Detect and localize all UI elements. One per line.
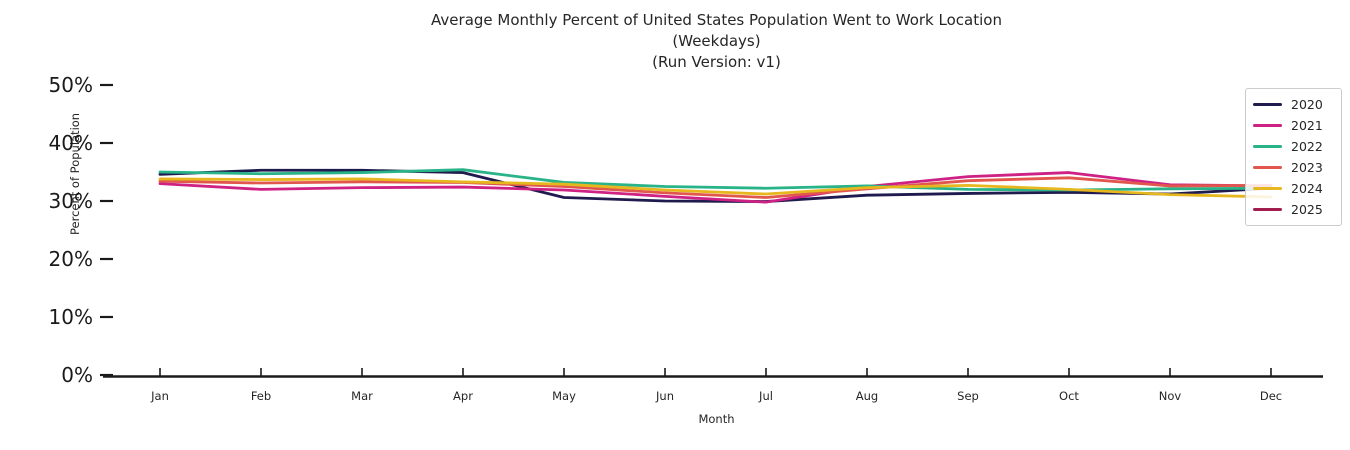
y-tick-label: 40% xyxy=(49,131,93,155)
series-line-2024 xyxy=(158,177,1273,199)
chart-title-line1: Average Monthly Percent of United States… xyxy=(431,11,1002,29)
legend-label: 2023 xyxy=(1291,160,1323,175)
x-tick-label: Apr xyxy=(453,389,473,403)
legend-swatch-2024 xyxy=(1253,186,1282,191)
legend-swatch-2023 xyxy=(1253,165,1282,170)
series-line-2020 xyxy=(158,168,1273,203)
legend-entry-2024: 2024 xyxy=(1253,178,1333,199)
y-tick-label: 0% xyxy=(61,363,93,387)
legend-label: 2021 xyxy=(1291,118,1323,133)
legend-swatch-2020 xyxy=(1253,102,1282,107)
legend-swatch-2025 xyxy=(1253,207,1282,212)
x-axis-label: Month xyxy=(698,412,735,426)
x-tick-label: Jul xyxy=(758,389,773,403)
x-tick-label: Jun xyxy=(655,389,674,403)
chart-title-line3: (Run Version: v1) xyxy=(652,53,781,71)
legend-label: 2024 xyxy=(1291,181,1323,196)
chart-title-line2: (Weekdays) xyxy=(672,32,761,50)
y-tick-label: 10% xyxy=(49,305,93,329)
series-line-2021 xyxy=(158,171,1273,204)
x-tick-label: Oct xyxy=(1059,389,1079,403)
legend-entry-2025: 2025 xyxy=(1253,199,1333,220)
legend-swatch-2021 xyxy=(1253,123,1282,128)
legend-entry-2020: 2020 xyxy=(1253,94,1333,115)
legend-entry-2021: 2021 xyxy=(1253,115,1333,136)
x-tick-label: Mar xyxy=(351,389,373,403)
y-tick-label: 50% xyxy=(49,73,93,97)
legend-label: 2022 xyxy=(1291,139,1323,154)
chart-title: Average Monthly Percent of United States… xyxy=(0,10,1350,73)
x-tick-label: Feb xyxy=(251,389,271,403)
series-line-2023 xyxy=(158,176,1273,199)
legend-swatch-2022 xyxy=(1253,144,1282,149)
x-tick-label: Aug xyxy=(856,389,878,403)
x-tick-label: Sep xyxy=(957,389,979,403)
legend-label: 2020 xyxy=(1291,97,1323,112)
x-tick-label: Nov xyxy=(1159,389,1182,403)
x-tick-label: May xyxy=(552,389,576,403)
legend-label: 2025 xyxy=(1291,202,1323,217)
x-tick-label: Jan xyxy=(150,389,169,403)
chart-legend: 2020 2021 2022 2023 2024 2025 xyxy=(1245,88,1342,226)
x-tick-label: Dec xyxy=(1260,389,1282,403)
legend-entry-2022: 2022 xyxy=(1253,136,1333,157)
y-tick-label: 30% xyxy=(49,189,93,213)
y-tick-label: 20% xyxy=(49,247,93,271)
legend-entry-2023: 2023 xyxy=(1253,157,1333,178)
